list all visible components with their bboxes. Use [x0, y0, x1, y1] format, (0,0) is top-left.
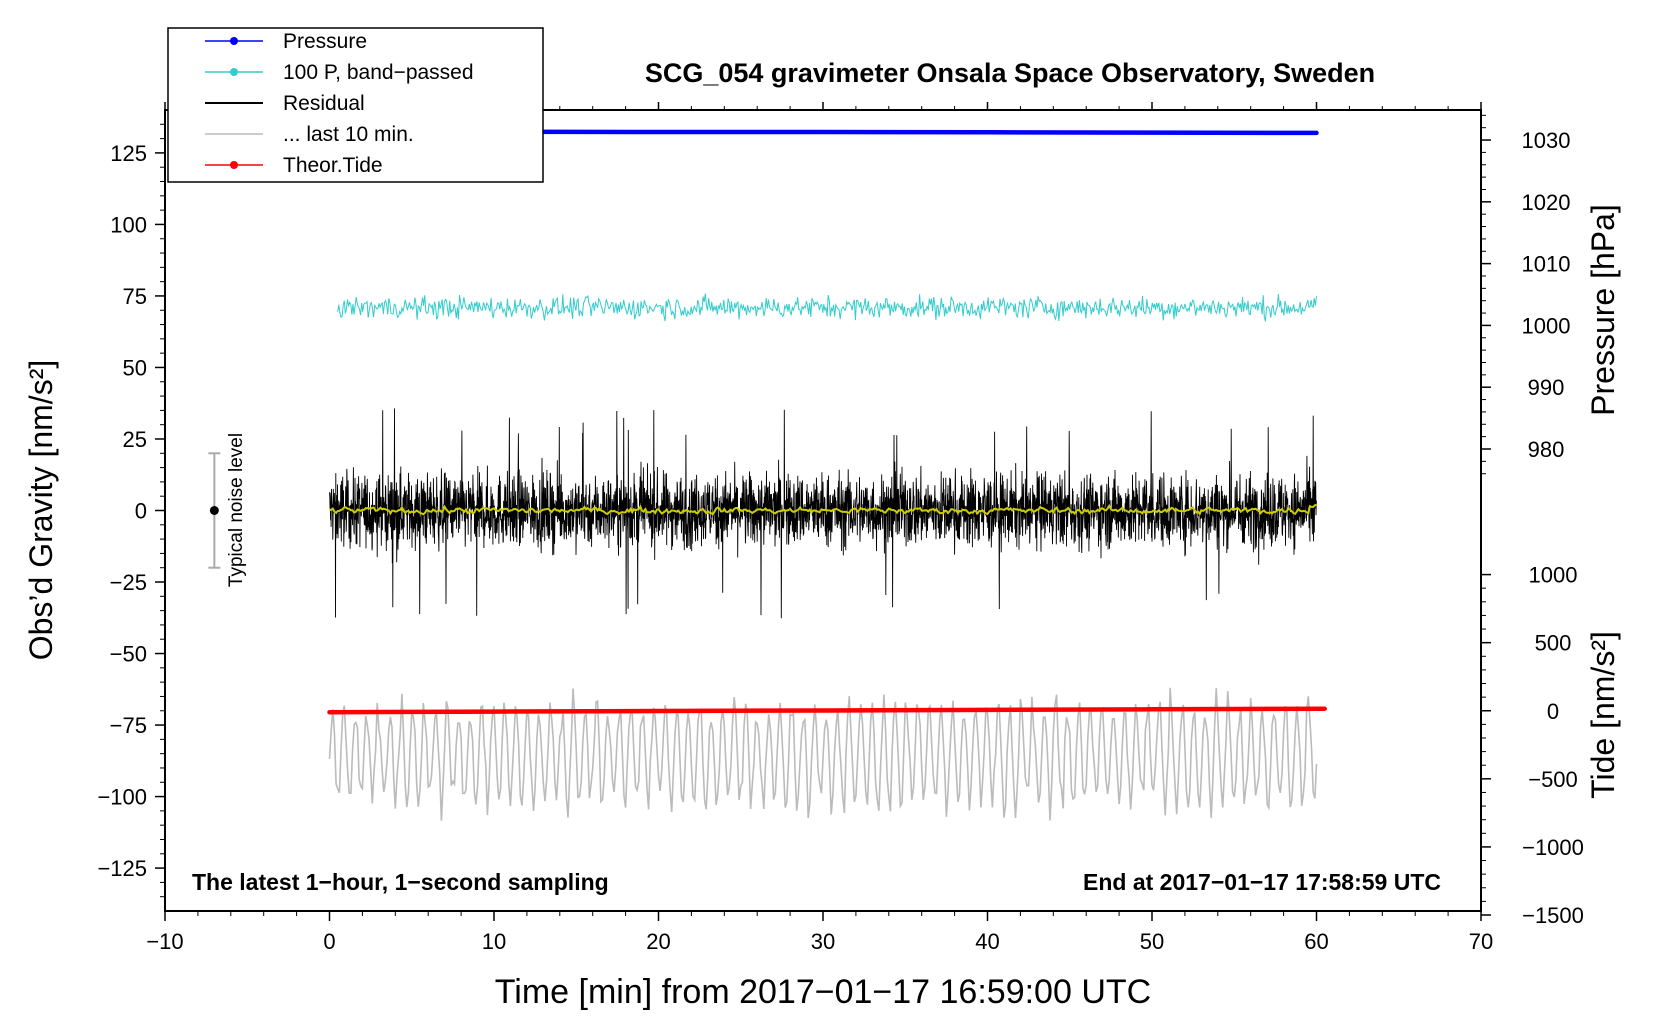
band-passed-line	[337, 293, 1317, 322]
residual-smoothed-series	[329, 503, 1317, 517]
tide-axis-label: Tide [nm/s²]	[1585, 631, 1621, 799]
x-tick-label: 0	[323, 929, 335, 954]
last-10-min-line	[328, 687, 1318, 821]
legend: Pressure 100 P, band−passed Residual ... la…	[167, 27, 544, 183]
legend-label: ... last 10 min.	[283, 123, 414, 146]
residual-smoothed-line	[329, 503, 1317, 517]
theor-tide-line	[327, 706, 1327, 715]
noise-indicator	[208, 452, 221, 569]
y-tick-label: −25	[110, 570, 147, 595]
legend-label: Residual	[283, 92, 365, 115]
pressure-tick-label: 1010	[1522, 252, 1571, 277]
residual-series	[329, 408, 1317, 619]
x-tick-label: 40	[975, 929, 999, 954]
legend-marker	[230, 68, 238, 76]
pressure-axis: 1030 1020 1010 1000 990 980	[1481, 114, 1571, 475]
x-tick-label: −10	[146, 929, 183, 954]
sampling-annotation: The latest 1−hour, 1−second sampling	[192, 869, 609, 895]
chart-title: SCG_054 gravimeter Onsala Space Observat…	[645, 58, 1375, 88]
y-tick-label: −100	[97, 785, 147, 810]
last-10-min-series	[328, 687, 1318, 821]
x-axis: −10 0 10 20 30 40 50 60 70	[146, 102, 1493, 954]
x-tick-label: 10	[482, 929, 506, 954]
y-tick-label: 0	[135, 499, 147, 524]
legend-box	[167, 27, 544, 183]
y-axis-left: 125 100 75 50 25 0 −25 −50 −75 −100 −125	[97, 123, 165, 898]
pressure-tick-label: 1000	[1522, 313, 1571, 338]
noise-center-dot	[209, 506, 219, 515]
x-tick-label: 60	[1304, 929, 1328, 954]
tide-tick-label: 500	[1535, 631, 1572, 656]
x-axis-label: Time [min] from 2017−01−17 16:59:00 UTC	[495, 973, 1151, 1011]
y-tick-label: −50	[110, 642, 147, 667]
tide-axis: 1000 500 0 −500 −1000 −1500	[1481, 563, 1584, 928]
x-tick-label: 20	[646, 929, 670, 954]
tide-tick-label: 1000	[1529, 563, 1578, 588]
pressure-tick-label: 980	[1528, 437, 1565, 462]
band-passed-pressure-series	[337, 293, 1317, 322]
y-tick-label: 50	[123, 355, 147, 380]
y-tick-label: 75	[123, 284, 147, 309]
y-tick-label: 100	[110, 212, 147, 237]
end-time-annotation: End at 2017−01−17 17:58:59 UTC	[1083, 869, 1441, 895]
pressure-axis-label: Pressure [hPa]	[1585, 204, 1621, 416]
x-tick-label: 30	[811, 929, 835, 954]
noise-label: Typical noise level	[226, 433, 247, 587]
x-tick-label: 50	[1140, 929, 1164, 954]
y-tick-label: 125	[110, 141, 147, 166]
pressure-tick-label: 1020	[1522, 190, 1571, 215]
legend-label: 100 P, band−passed	[283, 61, 474, 84]
legend-marker	[230, 161, 238, 169]
tide-tick-label: 0	[1547, 699, 1559, 724]
x-tick-label: 70	[1469, 929, 1493, 954]
tide-tick-label: −1500	[1522, 903, 1584, 928]
theor-tide-series	[327, 706, 1327, 715]
legend-label: Theor.Tide	[283, 154, 383, 177]
y-axis-label-left: Obs’d Gravity [nm/s²]	[23, 360, 59, 661]
y-tick-label: 25	[123, 427, 147, 452]
tide-tick-label: −500	[1528, 767, 1578, 792]
legend-label: Pressure	[283, 30, 367, 53]
y-tick-label: −75	[110, 713, 147, 738]
y-tick-label: −125	[97, 856, 147, 881]
pressure-tick-label: 990	[1528, 375, 1565, 400]
residual-line	[329, 408, 1317, 619]
pressure-tick-label: 1030	[1522, 128, 1571, 153]
tide-tick-label: −1000	[1522, 835, 1584, 860]
legend-marker	[230, 37, 238, 45]
